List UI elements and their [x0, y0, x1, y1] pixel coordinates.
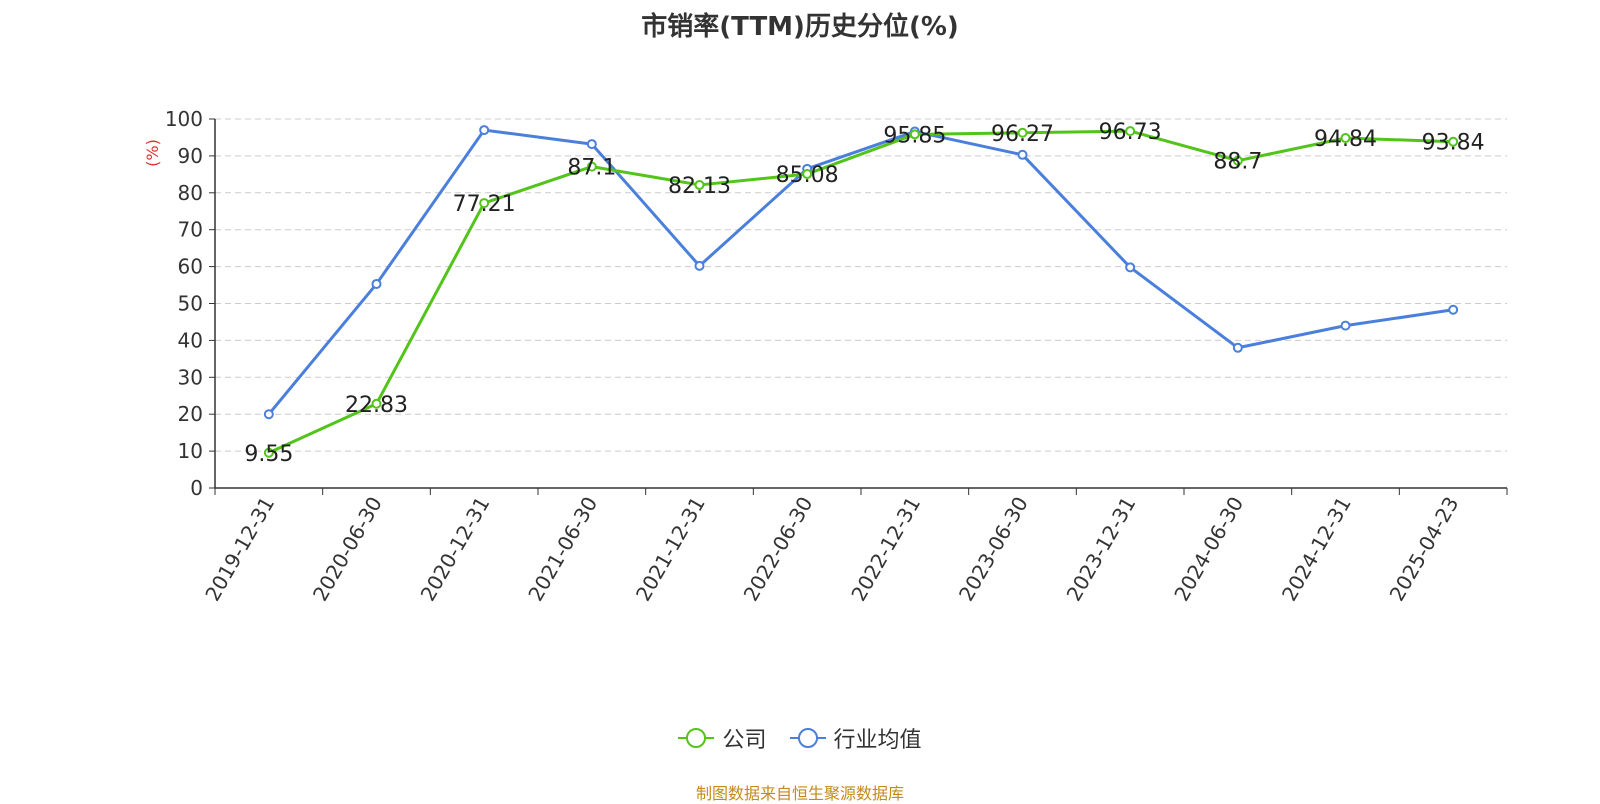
x-tick-label: 2023-12-31 — [1062, 493, 1141, 606]
y-tick-label: 50 — [178, 292, 203, 316]
legend-label-industry: 行业均值 — [833, 728, 922, 753]
data-label: 9.55 — [244, 442, 293, 467]
data-point-industry — [371, 278, 382, 289]
data-point-company — [1340, 133, 1351, 144]
legend-label-company: 公司 — [722, 728, 767, 753]
x-tick-label: 2021-12-31 — [631, 493, 710, 606]
data-point-industry — [479, 125, 490, 136]
source-note: 制图数据来自恒生聚源数据库 — [695, 784, 904, 803]
data-point-company — [371, 398, 382, 409]
data-point-company — [586, 161, 597, 172]
data-point-industry — [1125, 262, 1136, 273]
series-layer — [263, 125, 1459, 458]
data-point-company — [694, 179, 705, 190]
legend-item-company[interactable]: 公司 — [678, 722, 767, 754]
data-label: 93.84 — [1422, 131, 1485, 156]
data-point-company — [479, 198, 490, 209]
data-label: 22.83 — [345, 393, 408, 418]
data-point-industry — [586, 139, 597, 150]
data-point-company — [263, 447, 274, 458]
data-point-company — [1232, 155, 1243, 166]
data-point-industry — [1017, 149, 1028, 160]
legend: 公司 行业均值 — [0, 722, 1600, 756]
data-point-company — [909, 129, 920, 140]
data-point-company — [1448, 136, 1459, 147]
y-tick-label: 60 — [178, 255, 203, 279]
data-point-industry — [263, 409, 274, 420]
data-label: 85.08 — [776, 163, 839, 188]
y-tick-label: 10 — [178, 439, 203, 463]
x-tick-label: 2024-12-31 — [1277, 493, 1356, 606]
y-tick-label: 100 — [165, 107, 203, 131]
data-label: 87.1 — [567, 156, 616, 181]
x-tick-label: 2025-04-23 — [1385, 493, 1464, 606]
data-label: 95.85 — [883, 123, 946, 148]
y-tick-label: 80 — [178, 181, 203, 205]
data-label: 96.73 — [1099, 120, 1162, 145]
x-tick-label: 2022-12-31 — [846, 493, 925, 606]
y-tick-label: 0 — [190, 476, 203, 500]
series-line-company — [268, 129, 1454, 455]
x-tick-label: 2020-12-31 — [416, 493, 495, 606]
x-tick-label: 2023-06-30 — [954, 493, 1033, 606]
y-tick-label: 30 — [178, 365, 203, 389]
data-point-industry — [1448, 304, 1459, 315]
x-tick-label: 2019-12-31 — [200, 493, 279, 606]
data-label: 77.21 — [453, 192, 516, 217]
data-point-industry — [1232, 342, 1243, 353]
grid-layer — [215, 118, 1507, 452]
data-label-layer: 9.55 22.83 77.21 87.1 82.13 85.08 95.85 96.27 96… — [244, 120, 1484, 467]
legend-line-circle-icon — [789, 728, 826, 748]
data-label: 82.13 — [668, 174, 731, 199]
x-tick-label: 2024-06-30 — [1169, 493, 1248, 606]
data-point-company — [1125, 126, 1136, 137]
series-line-industry — [267, 128, 1454, 416]
data-label: 94.84 — [1314, 127, 1377, 152]
data-point-company — [802, 169, 813, 180]
y-tick-label: 90 — [178, 144, 203, 168]
data-point-company — [1017, 127, 1028, 138]
y-tick-label: 70 — [178, 218, 203, 242]
y-axis-unit-label: (%) — [143, 139, 162, 167]
data-point-industry — [1340, 320, 1351, 331]
data-label: 88.7 — [1213, 150, 1262, 175]
x-tick-label: 2020-06-30 — [308, 493, 387, 606]
y-tick-label: 20 — [178, 402, 203, 426]
y-tick-label: 40 — [178, 328, 203, 352]
legend-item-industry[interactable]: 行业均值 — [789, 722, 922, 754]
chart-title: 市销率(TTM)历史分位(%) — [641, 12, 959, 42]
legend-line-circle-icon — [678, 728, 715, 748]
x-tick-label: 2022-06-30 — [739, 493, 818, 606]
data-point-industry — [694, 260, 705, 271]
data-label: 96.27 — [991, 122, 1054, 147]
x-tick-label: 2021-06-30 — [523, 493, 602, 606]
